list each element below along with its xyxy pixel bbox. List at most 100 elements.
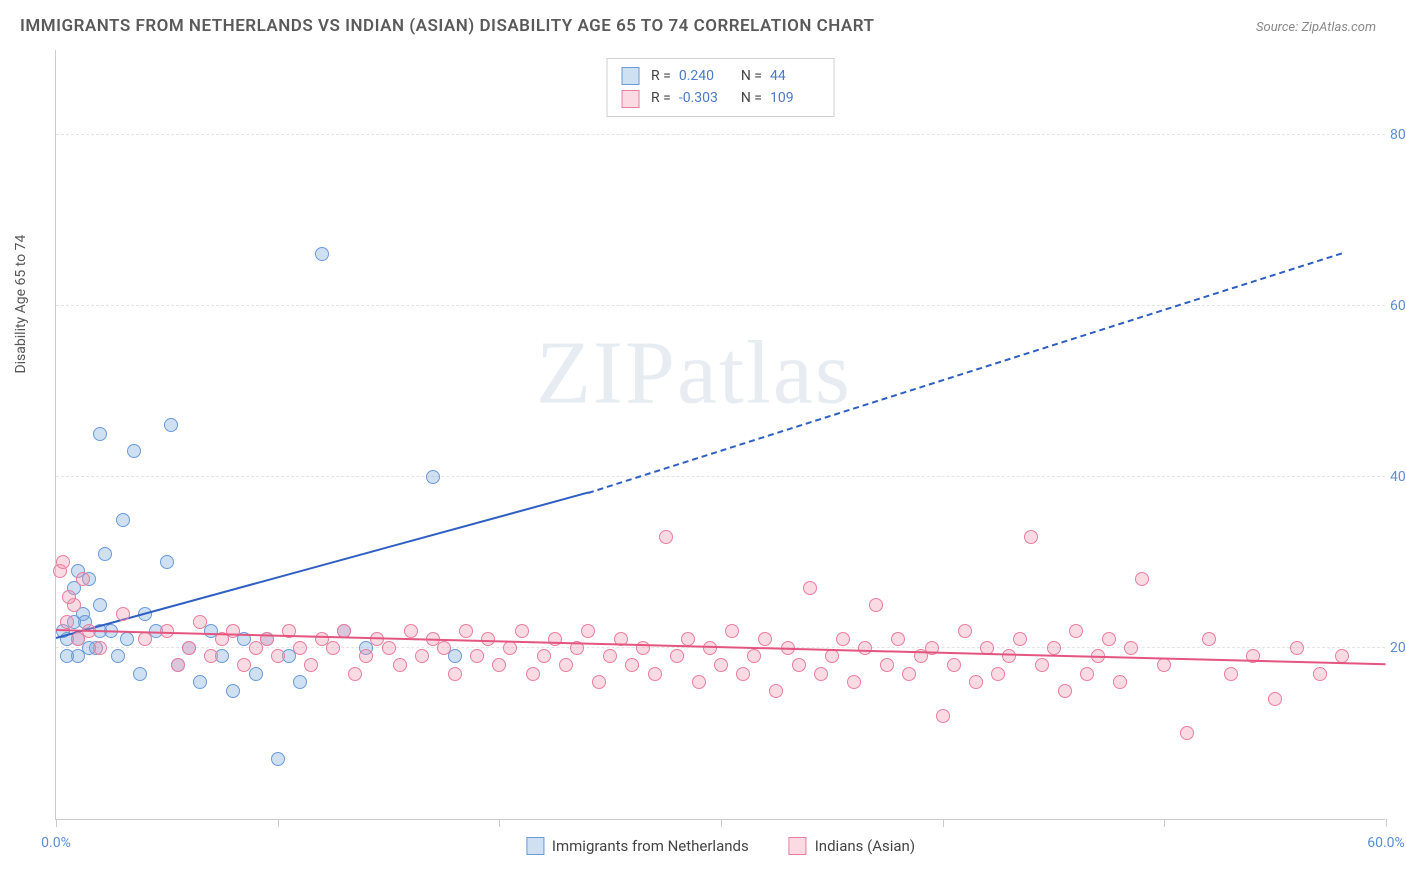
x-tick bbox=[721, 819, 722, 827]
scatter-point bbox=[348, 667, 362, 681]
scatter-point bbox=[991, 667, 1005, 681]
y-axis-title: Disability Age 65 to 74 bbox=[13, 234, 29, 373]
x-tick bbox=[943, 819, 944, 827]
trend-line-extrapolated bbox=[588, 252, 1342, 493]
scatter-point bbox=[869, 598, 883, 612]
y-tick-label: 40.0% bbox=[1390, 469, 1406, 485]
watermark: ZIPatlas bbox=[536, 321, 852, 424]
series-label: Indians (Asian) bbox=[815, 837, 915, 855]
scatter-point bbox=[1313, 667, 1327, 681]
scatter-point bbox=[315, 247, 329, 261]
scatter-point bbox=[448, 667, 462, 681]
scatter-point bbox=[93, 641, 107, 655]
scatter-point bbox=[559, 658, 573, 672]
legend-swatch bbox=[789, 837, 807, 855]
correlation-legend: R =0.240N =44R =-0.303N =109 bbox=[606, 58, 835, 117]
scatter-point bbox=[448, 649, 462, 663]
scatter-point bbox=[1102, 632, 1116, 646]
scatter-point bbox=[1124, 641, 1138, 655]
y-tick-label: 80.0% bbox=[1390, 127, 1406, 143]
scatter-point bbox=[120, 632, 134, 646]
scatter-point bbox=[437, 641, 451, 655]
legend-swatch bbox=[621, 67, 639, 85]
scatter-point bbox=[293, 641, 307, 655]
scatter-point bbox=[947, 658, 961, 672]
scatter-point bbox=[237, 658, 251, 672]
scatter-point bbox=[1024, 530, 1038, 544]
scatter-point bbox=[581, 624, 595, 638]
scatter-point bbox=[470, 649, 484, 663]
scatter-point bbox=[164, 418, 178, 432]
scatter-point bbox=[747, 649, 761, 663]
scatter-point bbox=[415, 649, 429, 663]
n-value: 44 bbox=[770, 65, 820, 87]
scatter-point bbox=[56, 555, 70, 569]
scatter-point bbox=[226, 684, 240, 698]
n-label: N = bbox=[741, 87, 762, 109]
n-value: 109 bbox=[770, 87, 820, 109]
scatter-point bbox=[133, 667, 147, 681]
scatter-point bbox=[969, 675, 983, 689]
series-legend-item: Immigrants from Netherlands bbox=[526, 837, 749, 855]
scatter-point bbox=[326, 641, 340, 655]
scatter-point bbox=[891, 632, 905, 646]
scatter-point bbox=[116, 513, 130, 527]
scatter-point bbox=[271, 649, 285, 663]
y-tick-label: 60.0% bbox=[1390, 298, 1406, 314]
scatter-point bbox=[171, 658, 185, 672]
r-label: R = bbox=[651, 65, 671, 87]
scatter-point bbox=[271, 752, 285, 766]
x-tick-label: 60.0% bbox=[1367, 835, 1405, 851]
r-value: 0.240 bbox=[679, 65, 729, 87]
r-label: R = bbox=[651, 87, 671, 109]
scatter-point bbox=[792, 658, 806, 672]
scatter-point bbox=[304, 658, 318, 672]
series-legend-item: Indians (Asian) bbox=[789, 837, 915, 855]
scatter-point bbox=[1157, 658, 1171, 672]
source-value: ZipAtlas.com bbox=[1301, 20, 1376, 35]
scatter-point bbox=[93, 427, 107, 441]
scatter-point bbox=[182, 641, 196, 655]
scatter-point bbox=[193, 675, 207, 689]
scatter-point bbox=[725, 624, 739, 638]
x-tick bbox=[278, 819, 279, 827]
scatter-point bbox=[880, 658, 894, 672]
scatter-point bbox=[1002, 649, 1016, 663]
scatter-point bbox=[670, 649, 684, 663]
scatter-point bbox=[1113, 675, 1127, 689]
correlation-legend-row: R = 0.240 N = 44 bbox=[621, 65, 820, 87]
scatter-point bbox=[503, 641, 517, 655]
trend-line bbox=[56, 492, 589, 639]
scatter-point bbox=[1202, 632, 1216, 646]
scatter-point bbox=[1224, 667, 1238, 681]
scatter-point bbox=[537, 649, 551, 663]
scatter-point bbox=[692, 675, 706, 689]
source-attribution: Source: ZipAtlas.com bbox=[1256, 20, 1376, 35]
scatter-point bbox=[193, 615, 207, 629]
scatter-point bbox=[1035, 658, 1049, 672]
scatter-point bbox=[1180, 726, 1194, 740]
scatter-point bbox=[1069, 624, 1083, 638]
series-legend: Immigrants from Netherlands Indians (Asia… bbox=[526, 837, 915, 855]
scatter-point bbox=[858, 641, 872, 655]
gridline bbox=[56, 476, 1385, 477]
y-tick-label: 20.0% bbox=[1390, 640, 1406, 656]
scatter-point bbox=[1290, 641, 1304, 655]
scatter-point bbox=[803, 581, 817, 595]
correlation-legend-row: R =-0.303N =109 bbox=[621, 87, 820, 109]
scatter-point bbox=[1047, 641, 1061, 655]
x-tick bbox=[56, 819, 57, 827]
scatter-point bbox=[825, 649, 839, 663]
chart-title: IMMIGRANTS FROM NETHERLANDS VS INDIAN (A… bbox=[20, 16, 874, 36]
scatter-point bbox=[648, 667, 662, 681]
scatter-point bbox=[459, 624, 473, 638]
scatter-point bbox=[526, 667, 540, 681]
scatter-point bbox=[359, 649, 373, 663]
n-label: N = bbox=[741, 65, 762, 87]
scatter-point bbox=[60, 649, 74, 663]
plot-area: Disability Age 65 to 74 ZIPatlas R =0.24… bbox=[55, 50, 1385, 820]
scatter-point bbox=[111, 649, 125, 663]
series-label: Immigrants from Netherlands bbox=[552, 837, 749, 855]
scatter-point bbox=[93, 598, 107, 612]
scatter-point bbox=[515, 624, 529, 638]
